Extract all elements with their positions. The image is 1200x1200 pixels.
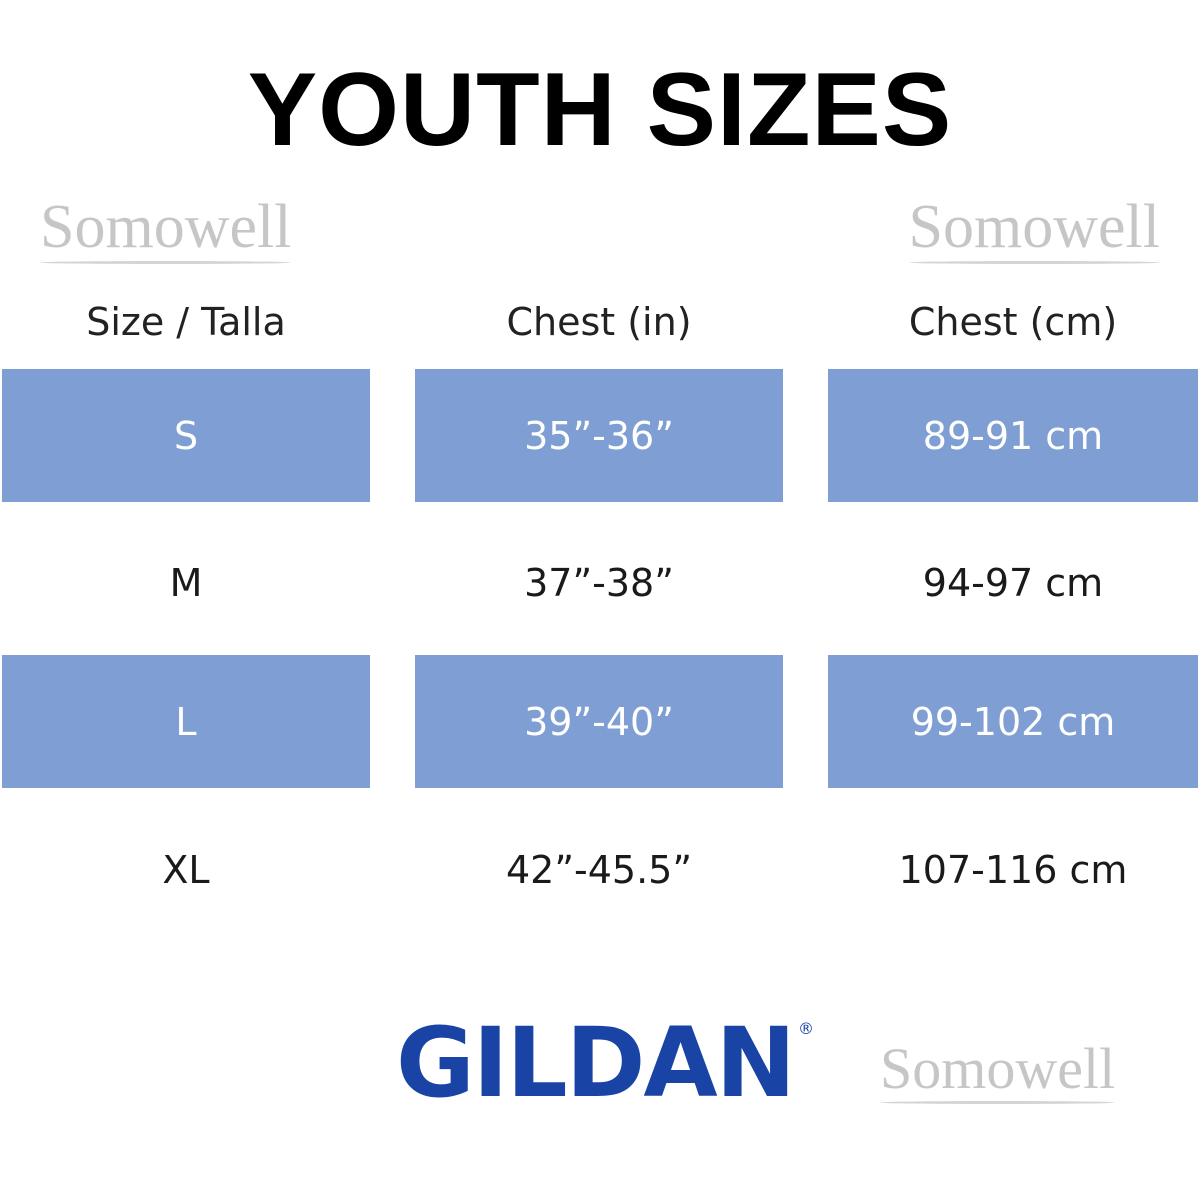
chest-cm-cell: 89-91 cm: [828, 369, 1198, 502]
size-cell: L: [2, 655, 370, 788]
gildan-brand: GILDAN ®: [396, 1015, 814, 1111]
registered-mark: ®: [798, 1019, 815, 1038]
chest-cm-cell: 99-102 cm: [828, 655, 1198, 788]
chest-in-cell: 39”-40”: [415, 655, 783, 788]
chest-cm-cell: 107-116 cm: [898, 847, 1128, 892]
gildan-logo: GILDAN: [396, 1007, 796, 1119]
size-cell: M: [169, 560, 203, 605]
size-cell: XL: [162, 847, 210, 892]
header-chest-in: Chest (in): [506, 300, 692, 344]
chest-in-cell: 35”-36”: [415, 369, 783, 502]
page-title: YOUTH SIZES: [247, 52, 953, 168]
watermark: Somowell: [40, 193, 292, 264]
header-size: Size / Talla: [86, 300, 286, 344]
chest-cm-cell: 94-97 cm: [922, 560, 1104, 605]
watermark: Somowell: [880, 1036, 1116, 1104]
header-chest-cm: Chest (cm): [908, 300, 1118, 344]
watermark: Somowell: [908, 193, 1161, 264]
size-cell: S: [2, 369, 370, 502]
chest-in-cell: 37”-38”: [524, 560, 674, 605]
chest-in-cell: 42”-45.5”: [505, 847, 693, 892]
